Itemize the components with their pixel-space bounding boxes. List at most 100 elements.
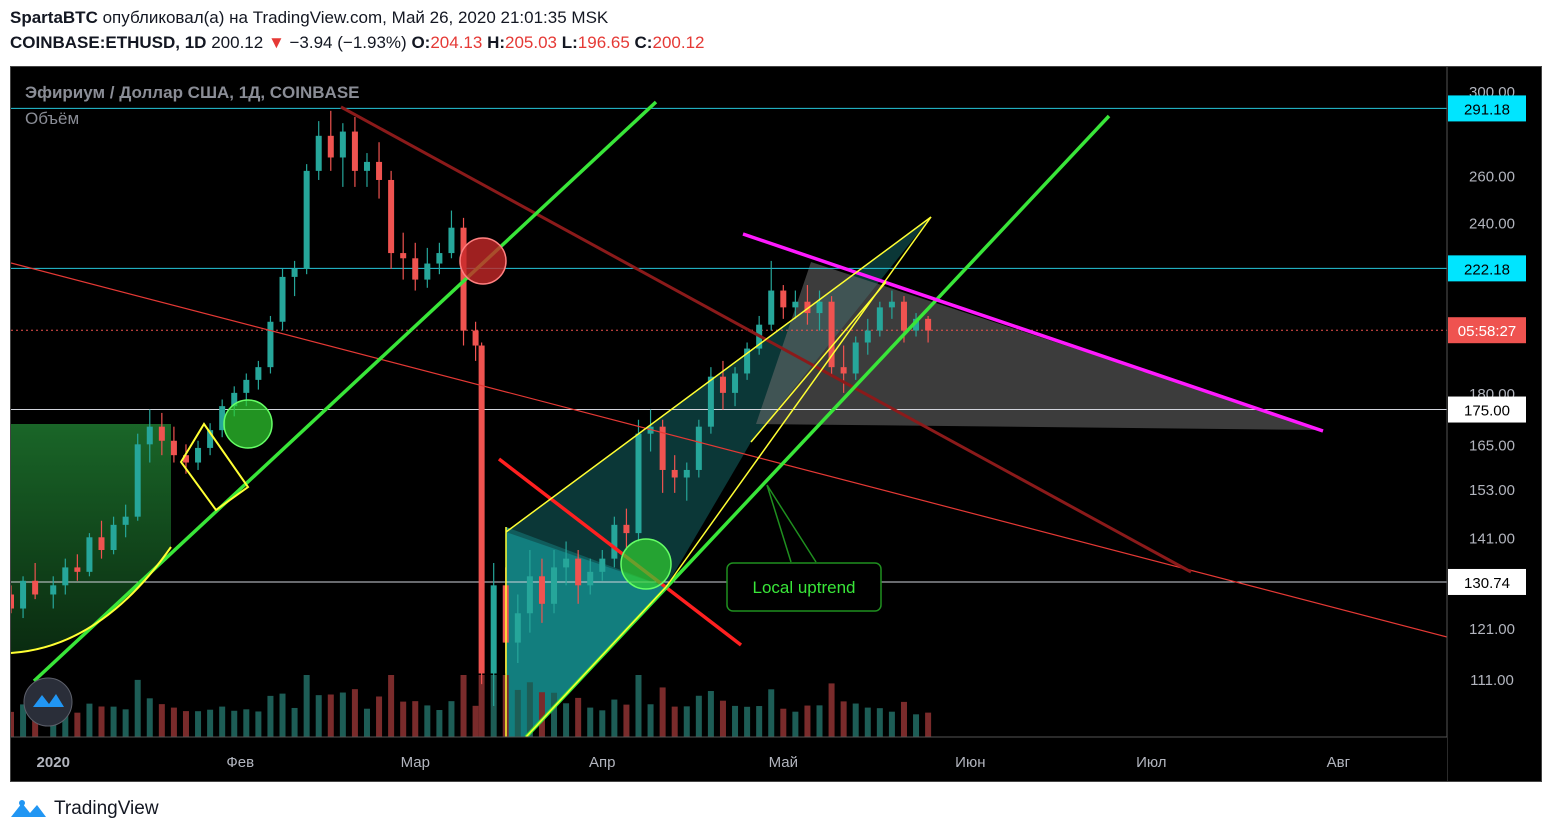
green-signal-circle-1 bbox=[223, 399, 273, 449]
volume-bar bbox=[279, 693, 286, 737]
callout-box bbox=[726, 562, 882, 612]
symbol-label: COINBASE:ETHUSD, 1D bbox=[10, 33, 207, 52]
volume-bar bbox=[195, 711, 202, 737]
x-tick-label: Май bbox=[769, 754, 798, 771]
volume-bar bbox=[900, 701, 907, 737]
volume-bar bbox=[207, 709, 214, 737]
y-tick-label: 153.00 bbox=[1469, 482, 1515, 499]
red-resistance-line bbox=[497, 457, 743, 647]
price-label-text: 175.00 bbox=[1464, 403, 1510, 420]
candle-body bbox=[363, 161, 370, 171]
tv-badge[interactable] bbox=[23, 677, 73, 727]
magenta-resistance bbox=[742, 232, 1324, 433]
candle-body bbox=[719, 376, 726, 393]
volume-bar bbox=[611, 699, 618, 737]
yellow-flag bbox=[179, 422, 250, 512]
volume-bar bbox=[719, 700, 726, 737]
y-tick-label: 121.00 bbox=[1469, 621, 1515, 638]
down-arrow-icon: ▼ bbox=[267, 33, 285, 52]
candle-body bbox=[478, 345, 485, 674]
price-label-box bbox=[1448, 255, 1526, 282]
candle-body bbox=[412, 258, 419, 280]
price-label-text: 222.18 bbox=[1464, 261, 1510, 278]
y-tick-label: 165.00 bbox=[1469, 437, 1515, 454]
candle-body bbox=[514, 613, 521, 643]
price-chart[interactable]: Local uptrend Эфириум / Доллар США, 1Д, … bbox=[11, 67, 1542, 782]
volume-bar bbox=[303, 675, 310, 737]
candle-body bbox=[852, 342, 859, 374]
author-name[interactable]: SpartaBTC bbox=[10, 8, 98, 27]
last-price: 200.12 bbox=[211, 33, 264, 52]
footer-brand[interactable]: TradingView bbox=[8, 796, 159, 822]
candle-body bbox=[575, 558, 582, 586]
volume-bar bbox=[110, 706, 117, 737]
time-axis[interactable] bbox=[11, 737, 1447, 782]
candle-body bbox=[804, 301, 811, 314]
x-tick-label: Июн bbox=[955, 754, 985, 771]
candle-body bbox=[11, 594, 14, 609]
y-tick-labels: 300.00260.00240.00180.00165.00153.00141.… bbox=[1469, 84, 1515, 689]
volume-bar bbox=[291, 707, 298, 737]
volume-bar bbox=[635, 675, 642, 737]
candle-body bbox=[134, 444, 141, 517]
volume-bar bbox=[526, 682, 533, 737]
volume-bar bbox=[756, 706, 763, 737]
candle-body bbox=[732, 373, 739, 393]
candle-body bbox=[599, 558, 606, 572]
volume-bar bbox=[538, 692, 545, 737]
volume-bar bbox=[460, 675, 467, 737]
volume-bar bbox=[864, 707, 871, 737]
candle-body bbox=[255, 367, 262, 380]
candle-body bbox=[110, 524, 117, 551]
candle-body bbox=[490, 585, 497, 674]
open-value: 204.13 bbox=[430, 33, 483, 52]
volume-bar bbox=[158, 704, 165, 737]
volume-title: Объём bbox=[25, 109, 79, 128]
low-label: L: bbox=[561, 33, 578, 52]
candle-body bbox=[816, 301, 823, 314]
candle-body bbox=[683, 469, 690, 478]
candle-body bbox=[351, 131, 358, 171]
price-label-text: 130.74 bbox=[1464, 575, 1510, 592]
callout-text: Local uptrend bbox=[752, 578, 855, 597]
candle-body bbox=[74, 567, 81, 572]
candle-body bbox=[864, 330, 871, 343]
volume-bar bbox=[780, 708, 787, 737]
candle-body bbox=[563, 558, 570, 568]
volume-bar bbox=[925, 712, 932, 737]
candle-body bbox=[50, 585, 57, 595]
volume-bar bbox=[599, 710, 606, 737]
y-tick-label: 260.00 bbox=[1469, 168, 1515, 185]
wedge-bottom bbox=[525, 586, 667, 738]
candle-body bbox=[291, 268, 298, 277]
red-signal-circle bbox=[459, 237, 507, 285]
candle-body bbox=[888, 301, 895, 308]
volume-bar bbox=[62, 707, 69, 737]
candle-body bbox=[195, 447, 202, 463]
candle-body bbox=[207, 430, 214, 448]
volume-bar bbox=[647, 704, 654, 737]
volume-bar bbox=[575, 697, 582, 737]
volume-bar bbox=[707, 691, 714, 737]
candle-body bbox=[913, 318, 920, 331]
candle-body bbox=[62, 567, 69, 586]
tradingview-logo-icon bbox=[11, 800, 46, 817]
volume-bar bbox=[448, 701, 455, 737]
volume-bar bbox=[563, 703, 570, 737]
yellow-cup-curve bbox=[11, 546, 172, 654]
chart-frame[interactable]: Local uptrend Эфириум / Доллар США, 1Д, … bbox=[10, 66, 1542, 782]
candle-body bbox=[538, 576, 545, 604]
volume-bar bbox=[231, 710, 238, 737]
wedge-upper bbox=[505, 216, 932, 533]
close-label: C: bbox=[634, 33, 653, 52]
candle-body bbox=[623, 524, 630, 534]
footer-brand-text: TradingView bbox=[54, 798, 159, 819]
y-tick-label: 240.00 bbox=[1469, 216, 1515, 233]
candle-body bbox=[388, 179, 395, 254]
candle-body bbox=[925, 318, 932, 331]
x-tick-labels: 2020 Фев Мар Апр Май Июн Июл Авг bbox=[37, 754, 1351, 771]
volume-bar bbox=[732, 705, 739, 737]
price-axis[interactable] bbox=[1447, 67, 1542, 782]
volume-bar bbox=[913, 714, 920, 737]
candle-body bbox=[339, 131, 346, 158]
